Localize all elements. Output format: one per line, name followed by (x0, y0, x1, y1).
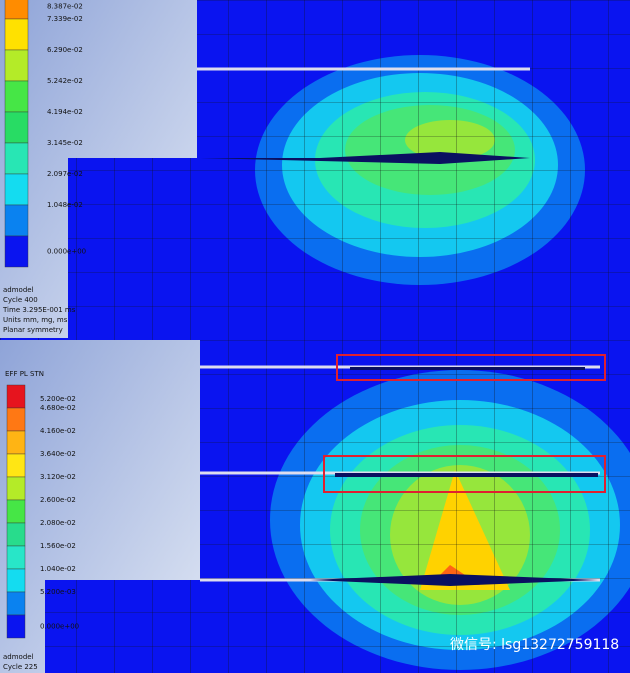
legend-label: 2.600e-02 (40, 496, 76, 504)
legend-swatch (4, 142, 29, 175)
info-line: admodel (3, 653, 34, 661)
legend-label: 1.040e-02 (40, 565, 76, 573)
legend-swatch (6, 476, 26, 501)
legend-label: 3.120e-02 (40, 473, 76, 481)
legend-swatch (4, 49, 29, 82)
legend-swatch (6, 522, 26, 547)
legend-label: 7.339e-02 (47, 15, 83, 23)
legend-label: 8.387e-02 (47, 3, 83, 11)
legend-swatch (4, 18, 29, 51)
legend-swatch (6, 430, 26, 455)
legend-label: 1.560e-02 (40, 542, 76, 550)
legend-label: 6.290e-02 (47, 46, 83, 54)
legend-label: 4.680e-02 (40, 404, 76, 412)
legend-swatch (6, 568, 26, 593)
legend-label: 5.242e-02 (47, 77, 83, 85)
legend-swatch (6, 591, 26, 616)
legend-label: 2.097e-02 (47, 170, 83, 178)
info-line: Units mm, mg, ms (3, 316, 68, 324)
legend-swatch (4, 173, 29, 206)
legend-swatch (6, 614, 26, 639)
legend-swatch (6, 384, 26, 409)
watermark: 微信号: lsg13272759118 (450, 637, 619, 653)
info-line: Planar symmetry (3, 326, 63, 334)
legend-label: 1.048e-02 (47, 201, 83, 209)
legend-swatch (6, 407, 26, 432)
legend-panel (0, 0, 197, 338)
legend-swatch (4, 80, 29, 113)
info-line: Time 3.295E-001 ms (2, 306, 76, 314)
top-view (0, 0, 630, 338)
legend-swatch (4, 235, 29, 268)
info-line: Cycle 225 (3, 663, 38, 671)
legend-label: 3.640e-02 (40, 450, 76, 458)
legend-label: 0.000e+00 (47, 248, 86, 256)
legend-swatch (6, 453, 26, 478)
legend-panel (0, 340, 200, 673)
legend-swatch (4, 0, 29, 20)
highlight-box (336, 354, 606, 381)
legend-label: 5.200e-02 (40, 395, 76, 403)
legend-label: 4.160e-02 (40, 427, 76, 435)
legend-label: 3.145e-02 (47, 139, 83, 147)
legend-label: 5.200e-03 (40, 588, 76, 596)
info-line: Cycle 400 (3, 296, 38, 304)
legend-swatch (4, 204, 29, 237)
highlight-box (323, 455, 606, 493)
legend-swatch (4, 111, 29, 144)
legend-label: 2.080e-02 (40, 519, 76, 527)
legend-label: 0.000e+00 (40, 623, 79, 631)
legend-swatch (6, 499, 26, 524)
legend-title: EFF PL STN (5, 370, 44, 378)
legend-label: 4.194e-02 (47, 108, 83, 116)
info-line: admodel (3, 286, 34, 294)
legend-swatch (6, 545, 26, 570)
